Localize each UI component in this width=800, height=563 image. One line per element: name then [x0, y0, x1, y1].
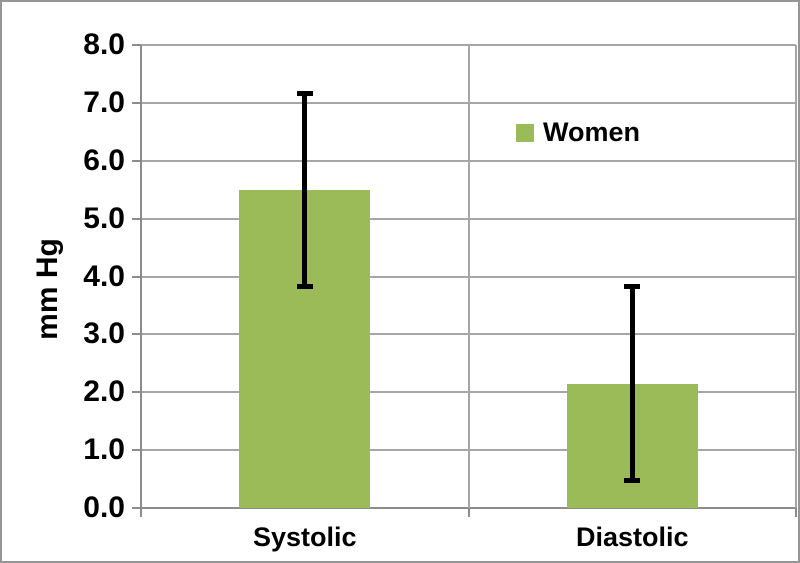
error-bar-systolic [302, 93, 308, 287]
y-axis-tick [132, 44, 141, 46]
error-bar-diastolic [629, 286, 635, 481]
y-tick-label: 7.0 [83, 85, 125, 119]
category-label-systolic: Systolic [252, 522, 357, 552]
y-axis-tick [132, 391, 141, 394]
y-axis-tick [132, 101, 141, 104]
y-axis-tick [132, 449, 141, 452]
y-tick-label: 0.0 [83, 491, 125, 524]
y-axis-tick [132, 333, 141, 336]
y-tick-label: 6.0 [83, 143, 125, 177]
x-axis-tick [140, 508, 142, 517]
error-bar-top-cap-diastolic [624, 284, 641, 290]
y-tick-label: 4.0 [83, 259, 125, 293]
y-tick-label: 3.0 [83, 317, 125, 351]
y-tick-label: 2.0 [83, 375, 125, 409]
y-axis-tick [132, 159, 141, 162]
y-tick-label: 1.0 [83, 433, 125, 467]
error-bar-bottom-cap-systolic [296, 283, 313, 289]
y-axis-line [140, 45, 142, 508]
y-axis-tick [132, 507, 141, 509]
y-axis-tick [132, 275, 141, 278]
gridline-vertical-category-boundary [467, 45, 470, 508]
legend: Women [516, 119, 640, 146]
x-axis-tick [467, 508, 470, 517]
gridline-vertical-category-boundary [795, 45, 797, 508]
legend-label: Women [543, 117, 641, 147]
y-tick-label: 8.0 [83, 28, 125, 61]
error-bar-bottom-cap-diastolic [624, 477, 641, 483]
error-bar-top-cap-systolic [296, 90, 313, 96]
y-axis-tick [132, 217, 141, 220]
legend-color-swatch-icon [516, 123, 534, 142]
x-axis-tick [795, 508, 797, 517]
y-tick-label: 5.0 [83, 201, 125, 235]
category-label-diastolic: Diastolic [575, 522, 689, 552]
